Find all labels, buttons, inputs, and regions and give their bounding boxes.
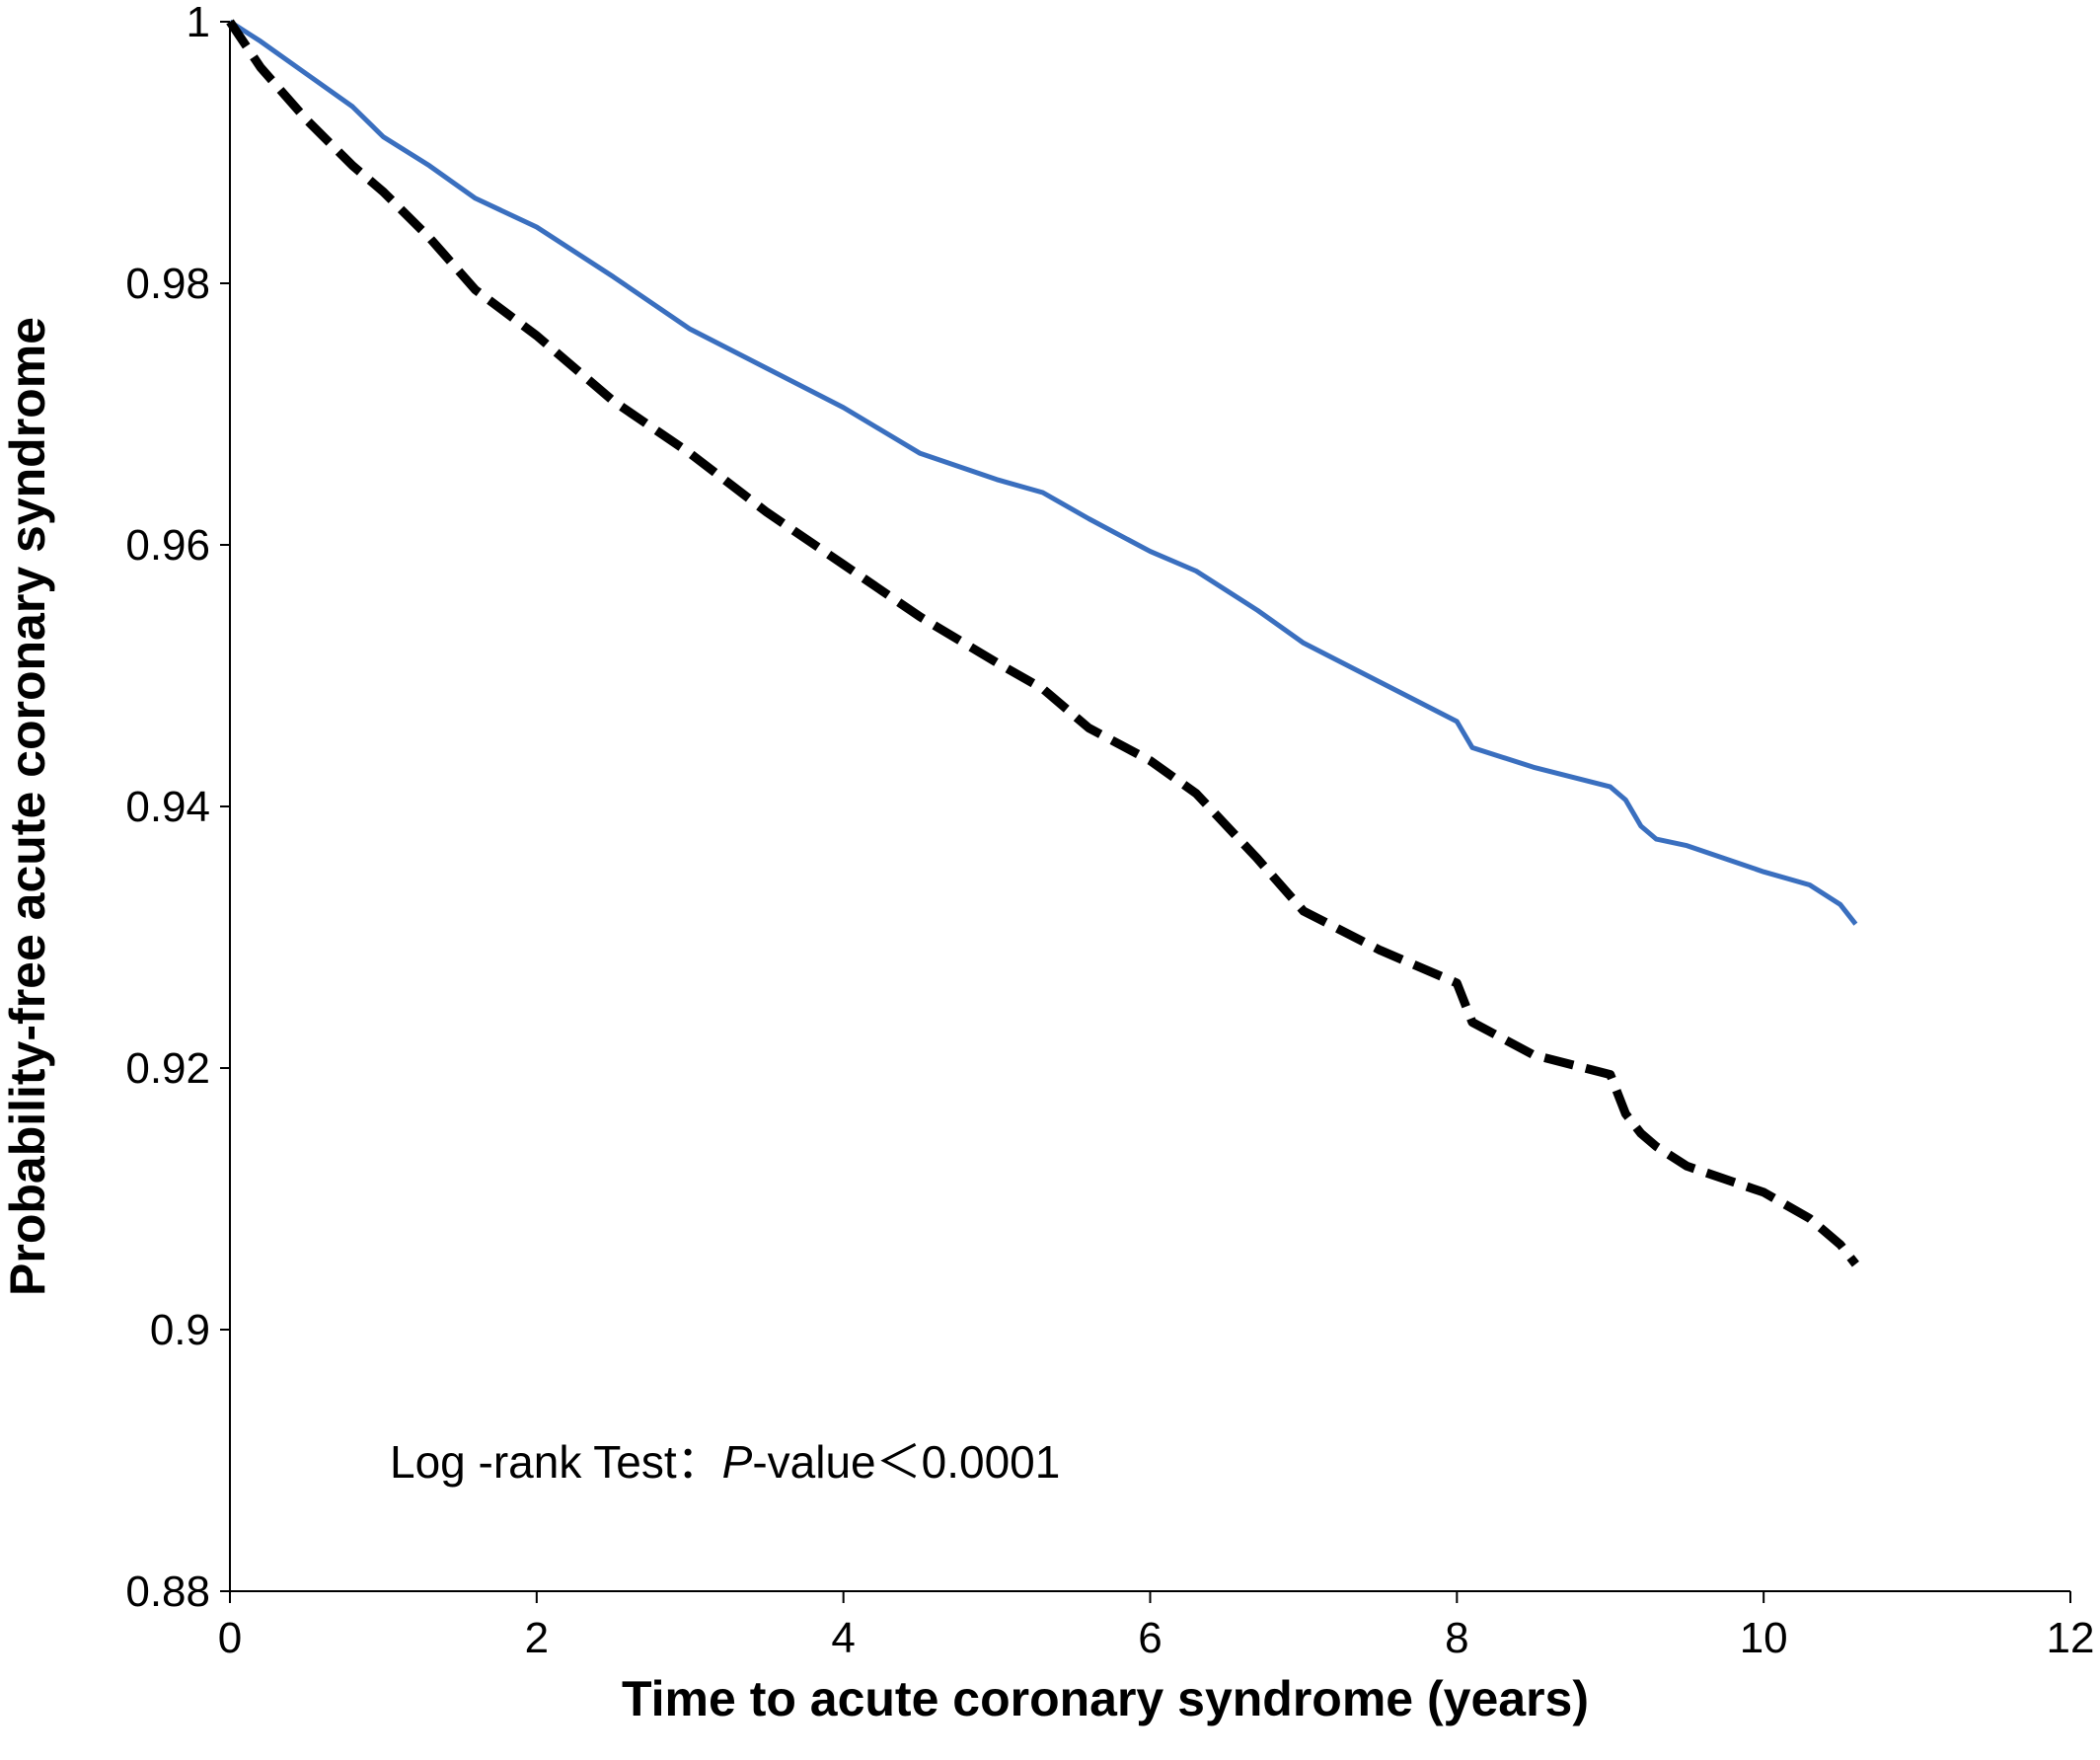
- y-tick-label: 0.92: [125, 1044, 210, 1093]
- annotation-suffix: -value＜0.0001: [752, 1436, 1060, 1488]
- x-axis-title: Time to acute coronary syndrome (years): [622, 1671, 1589, 1726]
- log-rank-annotation: Log -rank Test：P-value＜0.0001: [390, 1436, 1060, 1488]
- x-tick-label: 2: [525, 1614, 549, 1662]
- y-tick-label: 0.88: [125, 1568, 210, 1616]
- x-tick-label: 10: [1740, 1614, 1788, 1662]
- y-tick-label: 0.94: [125, 783, 210, 831]
- x-tick-label: 8: [1445, 1614, 1468, 1662]
- y-tick-label: 1: [187, 0, 210, 46]
- plot-area: 0.88 0.9 0.92 0.94 0.96 0.98 1 0 2 4 6 8 10 12: [125, 0, 2094, 1662]
- series-line-solid: [228, 19, 1858, 926]
- y-axis-ticks: 0.88 0.9 0.92 0.94 0.96 0.98 1: [125, 0, 230, 1616]
- x-tick-label: 0: [218, 1614, 242, 1662]
- y-tick-label: 0.96: [125, 521, 210, 570]
- annotation-p-symbol: P: [722, 1436, 753, 1488]
- x-axis-ticks: 0 2 4 6 8 10 12: [218, 1591, 2095, 1662]
- y-tick-label: 0.9: [150, 1306, 210, 1354]
- y-tick-label: 0.98: [125, 260, 210, 308]
- series-line-dashed: [226, 19, 1859, 1267]
- series-layer: [226, 19, 1859, 1267]
- x-tick-label: 4: [831, 1614, 855, 1662]
- x-tick-label: 12: [2047, 1614, 2095, 1662]
- x-tick-label: 6: [1138, 1614, 1162, 1662]
- y-axis-title: Probability-free acute coronary syndrome: [0, 317, 55, 1296]
- annotation-prefix: Log -rank Test：: [390, 1436, 722, 1488]
